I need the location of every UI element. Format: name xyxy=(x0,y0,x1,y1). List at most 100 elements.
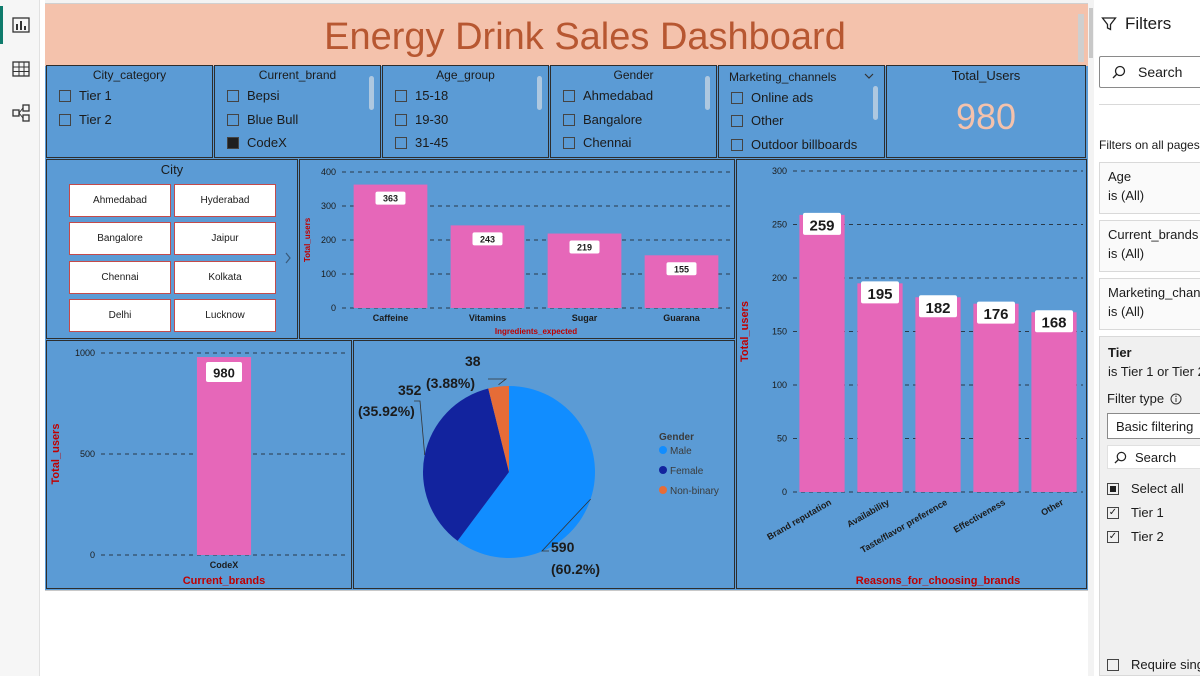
slicer-scrollbar[interactable] xyxy=(705,76,710,110)
filters-search-input[interactable]: Search xyxy=(1099,56,1200,88)
slice-label-female: 352 xyxy=(398,382,422,398)
slicer-option-other[interactable]: Other xyxy=(731,113,784,128)
checkbox[interactable] xyxy=(395,113,407,126)
slicer-current-brand: Current_brand Bepsi Blue Bull CodeX xyxy=(214,65,381,158)
data-label: 168 xyxy=(1041,315,1066,332)
checkbox[interactable] xyxy=(59,89,71,102)
data-label: 155 xyxy=(674,264,689,274)
y-tick-label: 400 xyxy=(321,167,336,177)
checkbox-partial[interactable] xyxy=(1107,482,1119,495)
city-tile-kolkata[interactable]: Kolkata xyxy=(174,261,276,294)
data-label: 243 xyxy=(480,234,495,244)
checkbox[interactable] xyxy=(395,89,407,102)
filter-field-name: Marketing_channels xyxy=(1108,285,1200,300)
scroll-thumb[interactable] xyxy=(1089,8,1093,58)
filter-card-tier[interactable]: Tier is Tier 1 or Tier 2 xyxy=(1099,336,1200,676)
search-placeholder: Search xyxy=(1135,449,1177,465)
checkbox[interactable] xyxy=(227,89,239,102)
info-icon[interactable] xyxy=(1170,393,1182,405)
filter-state: is (All) xyxy=(1108,246,1145,261)
x-tick-label: Guarana xyxy=(663,313,701,323)
option-label: Chennai xyxy=(583,135,632,150)
checkbox[interactable] xyxy=(563,89,575,102)
data-label-box xyxy=(472,232,503,246)
slicer-age-group: Age_group 15-18 19-30 31-45 xyxy=(382,65,549,158)
slicer-option-tier-2[interactable]: Tier 2 xyxy=(59,112,112,127)
slicer-option-online-ads[interactable]: Online ads xyxy=(731,90,813,105)
slicer-option-outdoor-billboards[interactable]: Outdoor billboards xyxy=(731,137,857,152)
chevron-down-icon[interactable] xyxy=(864,72,874,80)
report-view-icon[interactable] xyxy=(10,14,32,36)
filter-state: is (All) xyxy=(1108,304,1145,319)
data-label-box xyxy=(569,240,600,254)
y-tick-label: 200 xyxy=(321,235,336,245)
legend-title: Gender xyxy=(659,432,694,443)
slicer-option-15-18[interactable]: 15-18 xyxy=(395,88,448,103)
city-tile-chennai[interactable]: Chennai xyxy=(69,261,171,294)
slicer-option-blue-bull[interactable]: Blue Bull xyxy=(227,112,298,127)
filter-card-marketing-channels[interactable]: Marketing_channels is (All) xyxy=(1099,278,1200,330)
filter-card-current-brands[interactable]: Current_brands is (All) xyxy=(1099,220,1200,272)
slicer-scrollbar[interactable] xyxy=(873,86,878,120)
checkbox-checked[interactable]: ✓ xyxy=(1107,530,1119,543)
slicer-option-tier-1[interactable]: Tier 1 xyxy=(59,88,112,103)
filters-pane: Filters Search Filters on all pages Age … xyxy=(1088,0,1200,676)
filter-type-dropdown[interactable]: Basic filtering xyxy=(1107,413,1200,439)
y-tick-label: 100 xyxy=(321,269,336,279)
model-view-icon[interactable] xyxy=(10,102,32,124)
filter-card-age[interactable]: Age is (All) xyxy=(1099,162,1200,214)
header-scrollbar[interactable] xyxy=(1078,14,1084,62)
slicer-option-bepsi[interactable]: Bepsi xyxy=(227,88,280,103)
slicer-option-ahmedabad[interactable]: Ahmedabad xyxy=(563,88,653,103)
filters-header[interactable]: Filters xyxy=(1101,14,1171,34)
slicer-option-31-45[interactable]: 31-45 xyxy=(395,135,448,150)
checkbox[interactable] xyxy=(731,138,743,151)
slicer-option-chennai[interactable]: Chennai xyxy=(563,135,631,150)
require-single-selection-toggle[interactable]: Require single selection xyxy=(1107,657,1200,672)
filter-values-search[interactable]: Search xyxy=(1107,445,1200,469)
checkbox[interactable] xyxy=(227,113,239,126)
checkbox[interactable] xyxy=(563,113,575,126)
divider xyxy=(1099,104,1200,105)
data-label: 980 xyxy=(213,366,235,381)
slicer-scrollbar[interactable] xyxy=(537,76,542,110)
filter-option-tier-2[interactable]: ✓ Tier 2 xyxy=(1107,529,1164,544)
slicer-gender: Gender Ahmedabad Bangalore Chennai xyxy=(550,65,717,158)
chevron-right-icon[interactable] xyxy=(284,252,292,264)
city-tile-jaipur[interactable]: Jaipur xyxy=(174,222,276,255)
checkbox[interactable] xyxy=(395,136,407,149)
checkbox[interactable] xyxy=(59,113,71,126)
checkbox[interactable] xyxy=(731,91,743,104)
slicer-option-codex[interactable]: CodeX xyxy=(227,135,287,150)
checkbox-checked[interactable] xyxy=(227,136,239,149)
city-tile-lucknow[interactable]: Lucknow xyxy=(174,299,276,332)
x-tick-label: CodeX xyxy=(210,560,239,570)
canvas-top-strip xyxy=(45,0,1088,4)
checkbox[interactable] xyxy=(731,114,743,127)
checkbox[interactable] xyxy=(563,136,575,149)
filter-option-tier-1[interactable]: ✓ Tier 1 xyxy=(1107,505,1164,520)
slicer-scrollbar[interactable] xyxy=(369,76,374,110)
x-tick-label: Sugar xyxy=(572,313,598,323)
leader-line xyxy=(488,378,508,385)
city-tile-bangalore[interactable]: Bangalore xyxy=(69,222,171,255)
legend-label: Male xyxy=(670,446,692,457)
slicer-option-19-30[interactable]: 19-30 xyxy=(395,112,448,127)
kpi-value: 980 xyxy=(955,96,1017,137)
slicer-option-bangalore[interactable]: Bangalore xyxy=(563,112,642,127)
search-placeholder: Search xyxy=(1138,64,1183,80)
checkbox[interactable] xyxy=(1107,658,1119,671)
city-tile-hyderabad[interactable]: Hyderabad xyxy=(174,184,276,217)
slice-pct-female: (35.92%) xyxy=(358,403,415,419)
city-tile-ahmedabad[interactable]: Ahmedabad xyxy=(69,184,171,217)
filter-option-select-all[interactable]: Select all xyxy=(1107,481,1184,496)
filter-type-label: Filter type xyxy=(1107,391,1182,406)
option-label: Bepsi xyxy=(247,88,280,103)
city-tile-delhi[interactable]: Delhi xyxy=(69,299,171,332)
checkbox-checked[interactable]: ✓ xyxy=(1107,506,1119,519)
filter-field-name: Age xyxy=(1108,169,1132,184)
table-view-icon[interactable] xyxy=(10,58,32,80)
x-tick-label: Availability xyxy=(845,497,891,529)
filters-pane-scrollbar[interactable] xyxy=(1088,0,1094,676)
bar xyxy=(857,283,903,492)
